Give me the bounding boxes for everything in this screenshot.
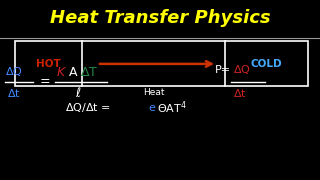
Text: $\Theta$AT$^4$: $\Theta$AT$^4$ xyxy=(157,100,187,116)
Text: $\Delta$Q/$\Delta$t =: $\Delta$Q/$\Delta$t = xyxy=(65,102,112,114)
Text: K: K xyxy=(57,66,65,78)
Text: $\ell$: $\ell$ xyxy=(75,86,82,100)
Text: Heat Transfer Physics: Heat Transfer Physics xyxy=(50,9,270,27)
Bar xyxy=(15,41,82,86)
Text: =: = xyxy=(40,75,51,89)
Text: $\Delta$Q: $\Delta$Q xyxy=(5,66,23,78)
Text: $\Delta$T: $\Delta$T xyxy=(80,66,98,78)
Text: P=: P= xyxy=(215,65,231,75)
Text: Heat: Heat xyxy=(143,88,164,97)
Text: COLD: COLD xyxy=(251,59,282,69)
Bar xyxy=(225,41,308,86)
Text: $\Delta$t: $\Delta$t xyxy=(233,87,247,99)
Text: e: e xyxy=(148,103,155,113)
Text: $\Delta$Q: $\Delta$Q xyxy=(233,64,251,76)
Text: $\Delta$t: $\Delta$t xyxy=(7,87,21,99)
Text: A: A xyxy=(69,66,77,78)
Text: HOT: HOT xyxy=(36,59,61,69)
